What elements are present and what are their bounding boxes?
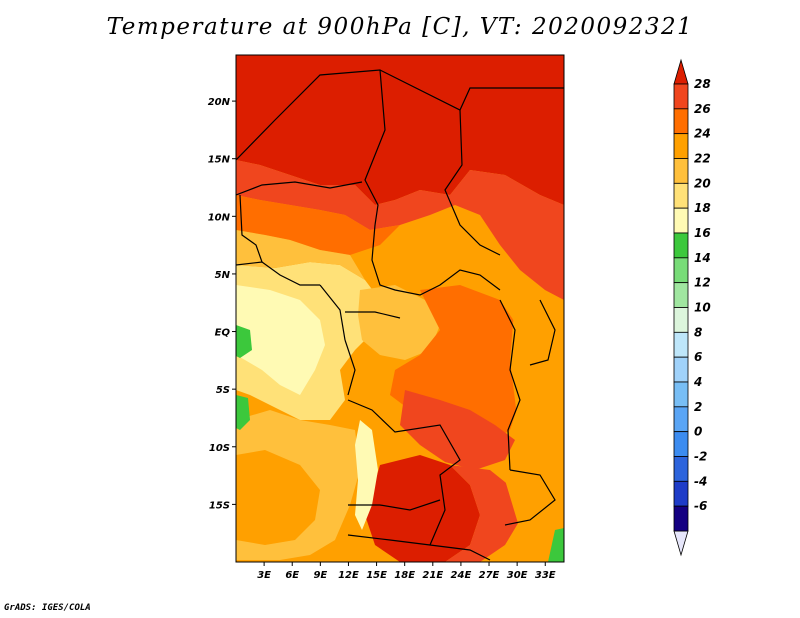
field-gulf-cooler (236, 285, 325, 395)
colorbar-label: 28 (694, 77, 711, 91)
colorbar-segment (673, 83, 689, 110)
field-green-west-1 (236, 325, 252, 358)
colorbar-segment (673, 505, 689, 532)
colorbar-segment (673, 356, 689, 383)
y-tick-label: 5S (216, 385, 230, 396)
colorbar-label: 22 (694, 152, 711, 166)
colorbar-segment (673, 456, 689, 482)
temperature-field (236, 55, 564, 562)
y-axis: 20N 15N 10N 5N EQ 5S 10S 15S (208, 97, 236, 511)
colorbar-segment (673, 182, 689, 209)
colorbar-min-arrow (673, 530, 689, 557)
country-borders (236, 69, 564, 561)
x-tick-label: 3E (257, 570, 271, 581)
field-coast-strip (355, 420, 378, 530)
colorbar-segment (673, 108, 689, 135)
colorbar-label: 8 (694, 325, 702, 339)
colorbar-label: 18 (694, 201, 711, 215)
colorbar-label: -6 (694, 499, 707, 513)
field-warm-north (236, 160, 564, 300)
field-southwest-warm (236, 450, 320, 545)
y-tick-label: 5N (215, 270, 231, 281)
x-tick-label: 27E (479, 570, 500, 581)
colorbar-segment (673, 331, 689, 358)
colorbar-label: 16 (694, 226, 711, 240)
field-green-west-2 (236, 395, 250, 430)
y-tick-label: 15S (209, 500, 230, 511)
colorbar-label: 24 (694, 127, 711, 141)
colorbar-segment (673, 381, 689, 408)
colorbar-label: 12 (694, 276, 711, 290)
colorbar-segment (673, 480, 689, 507)
colorbar-label: 14 (694, 251, 711, 265)
colorbar-label: -4 (694, 474, 707, 488)
y-tick-label: 20N (208, 97, 231, 108)
colorbar-label: 20 (694, 176, 711, 190)
field-rift-cool (510, 300, 560, 460)
colorbar-label: 4 (693, 375, 702, 389)
x-tick-label: 12E (338, 570, 359, 581)
footer-credit: GrADS: IGES/COLA (4, 603, 91, 613)
colorbar-segment (673, 431, 689, 457)
field-mid-west (236, 230, 365, 280)
colorbar-max-arrow (673, 58, 689, 85)
x-axis: 3E 6E 9E 12E 15E 18E 21E 24E 27E 30E 33E (257, 562, 556, 581)
colorbar-segment (673, 133, 689, 159)
x-tick-label: 6E (285, 570, 299, 581)
x-tick-label: 9E (313, 570, 327, 581)
x-tick-label: 15E (366, 570, 387, 581)
x-tick-label: 33E (535, 570, 556, 581)
x-tick-label: 24E (451, 570, 472, 581)
colorbar-label: 26 (694, 102, 711, 116)
chart-title: Temperature at 900hPa [C], VT: 202009232… (106, 14, 694, 40)
map-frame (235, 54, 565, 563)
colorbar-segment (673, 158, 689, 184)
field-congo (358, 285, 440, 360)
field-green-southeast (548, 528, 564, 562)
colorbar-segment (673, 282, 689, 308)
field-east-red (400, 390, 515, 470)
colorbar-segment (673, 232, 689, 259)
colorbar-segment (673, 207, 689, 234)
colorbar-label: 10 (694, 301, 711, 315)
y-tick-label: 10S (209, 443, 230, 454)
colorbar-segment (673, 257, 689, 284)
colorbar-segment (673, 406, 689, 433)
field-south-orange (445, 465, 520, 562)
y-tick-label: 15N (208, 155, 231, 166)
field-hot-north (236, 55, 564, 205)
colorbar-segment (673, 307, 689, 333)
y-tick-label: EQ (215, 328, 231, 339)
colorbar-label: 2 (694, 400, 702, 414)
x-tick-label: 18E (394, 570, 415, 581)
colorbar-label: -2 (694, 450, 707, 464)
field-south-hot (365, 455, 480, 562)
colorbar-label: 6 (694, 350, 702, 364)
y-tick-label: 10N (208, 212, 231, 223)
x-tick-label: 21E (422, 570, 443, 581)
colorbar-label: 0 (694, 425, 702, 439)
field-orange-sahel (236, 195, 400, 255)
x-tick-label: 30E (507, 570, 528, 581)
